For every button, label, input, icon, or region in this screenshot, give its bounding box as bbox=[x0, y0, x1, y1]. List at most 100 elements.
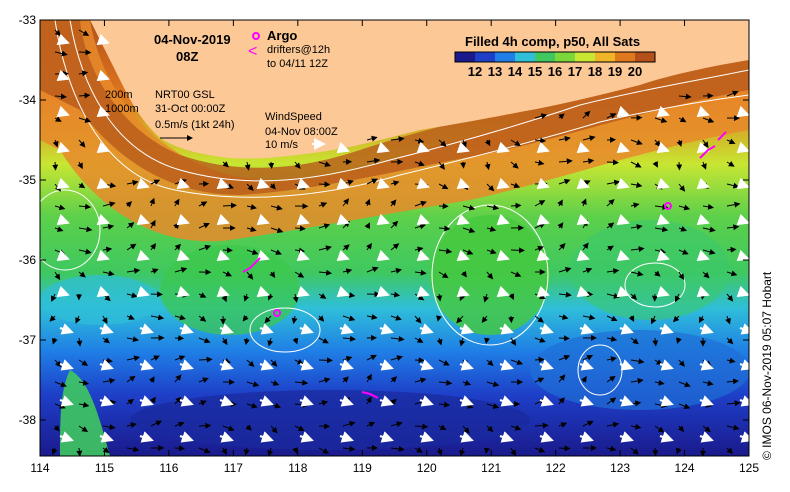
current-arrow bbox=[484, 447, 490, 455]
x-tick-label: 119 bbox=[353, 461, 372, 475]
current-arrow bbox=[270, 380, 280, 386]
x-tick-label: 115 bbox=[95, 461, 114, 475]
wind-arrow bbox=[739, 323, 749, 335]
x-tick-label: 116 bbox=[159, 461, 178, 475]
wind-arrow bbox=[259, 359, 274, 371]
wind-arrow bbox=[419, 431, 434, 443]
wind-arrow bbox=[536, 213, 550, 226]
wind-arrow bbox=[216, 285, 230, 298]
current-arrow bbox=[78, 359, 89, 366]
contour-eddy-1 bbox=[431, 204, 549, 346]
current-arrow bbox=[486, 183, 495, 192]
wind-arrow bbox=[539, 431, 554, 443]
wind-arrow bbox=[696, 177, 710, 190]
argo-float-2 bbox=[664, 202, 672, 210]
wind-arrow bbox=[336, 249, 350, 262]
drifter-track-2 bbox=[361, 391, 379, 399]
wind-arrow bbox=[496, 249, 510, 262]
current-arrow bbox=[102, 446, 110, 454]
wind-arrow bbox=[379, 323, 394, 335]
colorbar-swatch bbox=[635, 52, 656, 62]
current-arrow bbox=[294, 225, 306, 232]
current-arrow bbox=[148, 376, 155, 383]
colorbar-swatch bbox=[615, 52, 636, 62]
wind-arrow bbox=[136, 285, 150, 298]
current-arrow bbox=[510, 161, 519, 169]
current-arrow bbox=[678, 271, 685, 281]
current-arrow bbox=[54, 93, 67, 100]
current-arrow bbox=[318, 161, 332, 167]
wind-arrow bbox=[379, 395, 394, 407]
current-arrow bbox=[630, 246, 645, 253]
current-arrow bbox=[486, 226, 497, 232]
patch-blue bbox=[530, 330, 749, 410]
current-arrow bbox=[54, 116, 62, 122]
current-arrow bbox=[534, 159, 545, 166]
wind-arrow bbox=[99, 359, 114, 371]
current-arrow bbox=[698, 315, 705, 324]
current-arrow bbox=[630, 293, 638, 300]
contour-eddy-3 bbox=[624, 262, 686, 308]
current-arrow bbox=[510, 447, 517, 456]
current-arrow bbox=[390, 291, 401, 298]
current-arrow bbox=[54, 204, 66, 211]
current-arrow bbox=[414, 160, 425, 167]
wind-arrow bbox=[736, 285, 749, 298]
current-arrow bbox=[460, 270, 467, 278]
colorbar-tick-label: 15 bbox=[528, 64, 542, 79]
current-arrow bbox=[534, 315, 544, 323]
wind-arrow bbox=[256, 249, 270, 262]
current-arrow bbox=[702, 226, 716, 233]
wind-arrow bbox=[56, 213, 70, 226]
wind-arrow bbox=[579, 431, 594, 443]
current-arrow bbox=[49, 315, 56, 322]
wind-arrow bbox=[56, 141, 70, 154]
current-arrow bbox=[270, 425, 278, 434]
current-arrow bbox=[630, 202, 640, 209]
wind-arrow bbox=[459, 359, 474, 371]
wind-arrow bbox=[96, 177, 110, 190]
current-arrow bbox=[78, 226, 93, 233]
colorbar-frame bbox=[454, 51, 656, 63]
current-arrow bbox=[221, 447, 227, 455]
current-arrow bbox=[558, 422, 568, 428]
wind-arrow bbox=[259, 431, 274, 443]
current-arrow bbox=[78, 271, 86, 278]
current-arrow bbox=[438, 139, 447, 147]
current-arrow bbox=[438, 359, 450, 366]
wind-arrow bbox=[619, 395, 634, 407]
wind-arrow bbox=[136, 177, 150, 190]
current-arrow bbox=[174, 374, 182, 383]
current-arrow bbox=[292, 337, 299, 345]
current-arrow bbox=[246, 183, 254, 192]
current-arrow bbox=[534, 200, 546, 207]
wind-arrow bbox=[299, 431, 314, 443]
current-arrow bbox=[101, 315, 108, 324]
drifter-track-4 bbox=[717, 131, 727, 141]
wind-arrow bbox=[136, 249, 150, 262]
current-arrow bbox=[366, 313, 378, 320]
x-tick-label: 123 bbox=[610, 461, 630, 475]
wind-arrow bbox=[59, 323, 74, 335]
current-source: NRT00 GSL bbox=[155, 89, 215, 101]
current-arrow bbox=[462, 380, 472, 386]
wind-arrow bbox=[96, 213, 110, 226]
wind-title: WindSpeed bbox=[265, 111, 322, 123]
current-arrow bbox=[75, 315, 81, 324]
x-tick-label: 121 bbox=[481, 461, 501, 475]
wind-arrow bbox=[536, 141, 550, 154]
current-arrow bbox=[582, 267, 593, 274]
wind-arrow bbox=[656, 105, 670, 118]
argo-legend-icon bbox=[252, 32, 260, 40]
wind-arrow bbox=[419, 395, 434, 407]
current-arrow bbox=[78, 92, 91, 99]
eddy-green-2 bbox=[160, 245, 300, 335]
current-arrow bbox=[366, 354, 377, 361]
wind-arrow bbox=[176, 177, 190, 190]
wind-arrow bbox=[459, 323, 474, 335]
current-arrow bbox=[606, 159, 619, 166]
current-arrow bbox=[678, 226, 688, 232]
current-arrow bbox=[484, 139, 491, 147]
current-arrow bbox=[150, 179, 161, 186]
